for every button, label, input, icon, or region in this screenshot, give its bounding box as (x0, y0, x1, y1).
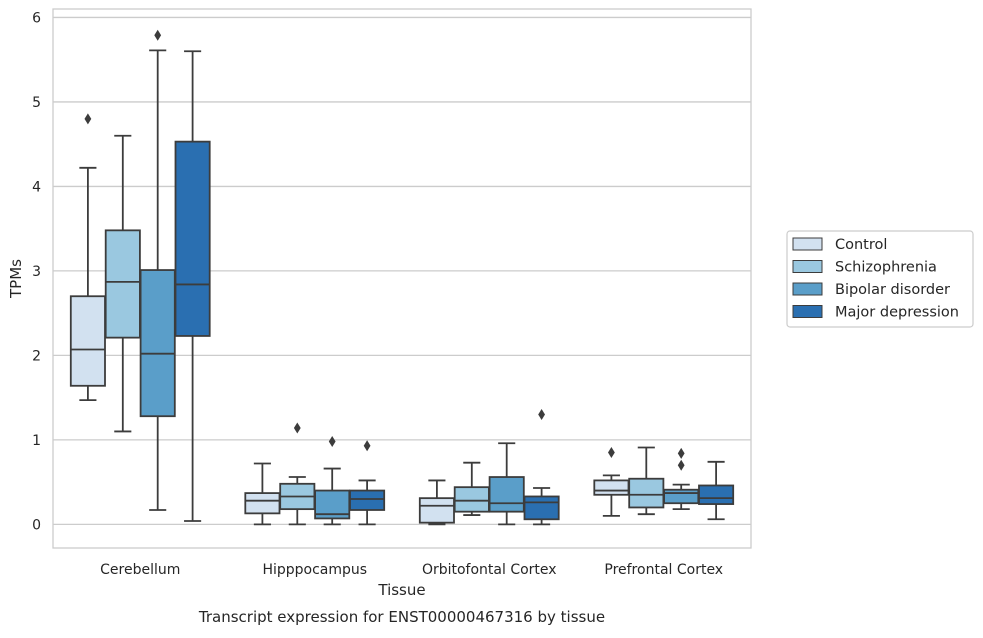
x-axis-title: Tissue (377, 581, 425, 599)
x-tick-label: Orbitofontal Cortex (422, 562, 557, 578)
legend-swatch (792, 282, 823, 296)
chart-caption: Transcript expression for ENST0000046731… (198, 608, 605, 626)
box-iqr (104, 229, 141, 339)
y-axis-ticks: 0 1 2 3 4 5 6 (32, 10, 41, 533)
box (488, 442, 525, 526)
plot-area-frame (52, 8, 752, 549)
outlier-point (293, 422, 301, 434)
y-tick-label: 6 (32, 10, 41, 26)
x-tick-label: Cerebellum (100, 562, 180, 578)
legend-swatch (792, 305, 823, 318)
box-iqr (244, 492, 281, 515)
y-tick-label: 3 (32, 264, 41, 280)
outlier-point (538, 409, 545, 421)
box (349, 440, 386, 526)
box (453, 461, 490, 516)
box (628, 446, 665, 516)
outlier-point (154, 29, 162, 41)
series-group (139, 29, 700, 526)
box-iqr (663, 488, 700, 505)
box (593, 447, 630, 517)
x-tick-label: Hipppocampus (262, 562, 367, 578)
box (174, 50, 211, 522)
box (69, 113, 106, 402)
box (279, 422, 316, 526)
y-tick-label: 1 (32, 433, 41, 449)
legend-swatch (792, 260, 823, 273)
legend-frame (786, 230, 974, 328)
y-tick-label: 0 (32, 517, 41, 533)
box-iqr (453, 486, 490, 513)
x-tick-label: Prefrontal Cortex (604, 562, 723, 578)
legend: Control Schizophrenia Bipolar disorder Majo… (786, 230, 974, 328)
outlier-point (84, 113, 92, 125)
box (663, 447, 700, 511)
box (418, 479, 455, 526)
y-tick-label: 4 (32, 179, 41, 195)
box (139, 29, 176, 511)
legend-label: Schizophrenia (835, 260, 937, 276)
legend-label: Major depression (835, 305, 959, 321)
box-iqr (139, 269, 176, 418)
box-iqr (593, 479, 630, 496)
box-iqr (349, 489, 386, 511)
box-plot-series (69, 29, 735, 526)
box-iqr (174, 140, 211, 337)
outlier-point (608, 447, 615, 459)
x-axis-ticks: Cerebellum Hipppocampus Orbitofontal Corte… (100, 562, 723, 578)
legend-swatch (792, 237, 823, 251)
box-iqr (418, 497, 455, 524)
box-iqr (488, 476, 525, 513)
box (523, 409, 560, 526)
outlier-point (363, 440, 371, 452)
outlier-point (677, 447, 685, 459)
legend-label: Bipolar disorder (835, 282, 950, 298)
box (698, 460, 735, 521)
y-axis-title: TPMs (7, 259, 25, 299)
y-tick-label: 5 (32, 95, 41, 111)
outlier-point (328, 436, 336, 448)
box-iqr (698, 484, 735, 505)
legend-label: Control (835, 237, 887, 253)
box-iqr (69, 295, 106, 387)
box (244, 462, 281, 526)
box (104, 134, 141, 433)
y-tick-label: 2 (32, 348, 41, 364)
outlier-point (677, 459, 685, 471)
series-group (174, 50, 735, 526)
series-group (104, 134, 665, 526)
box-iqr (523, 495, 560, 521)
box (314, 436, 351, 526)
box-iqr (628, 477, 665, 509)
